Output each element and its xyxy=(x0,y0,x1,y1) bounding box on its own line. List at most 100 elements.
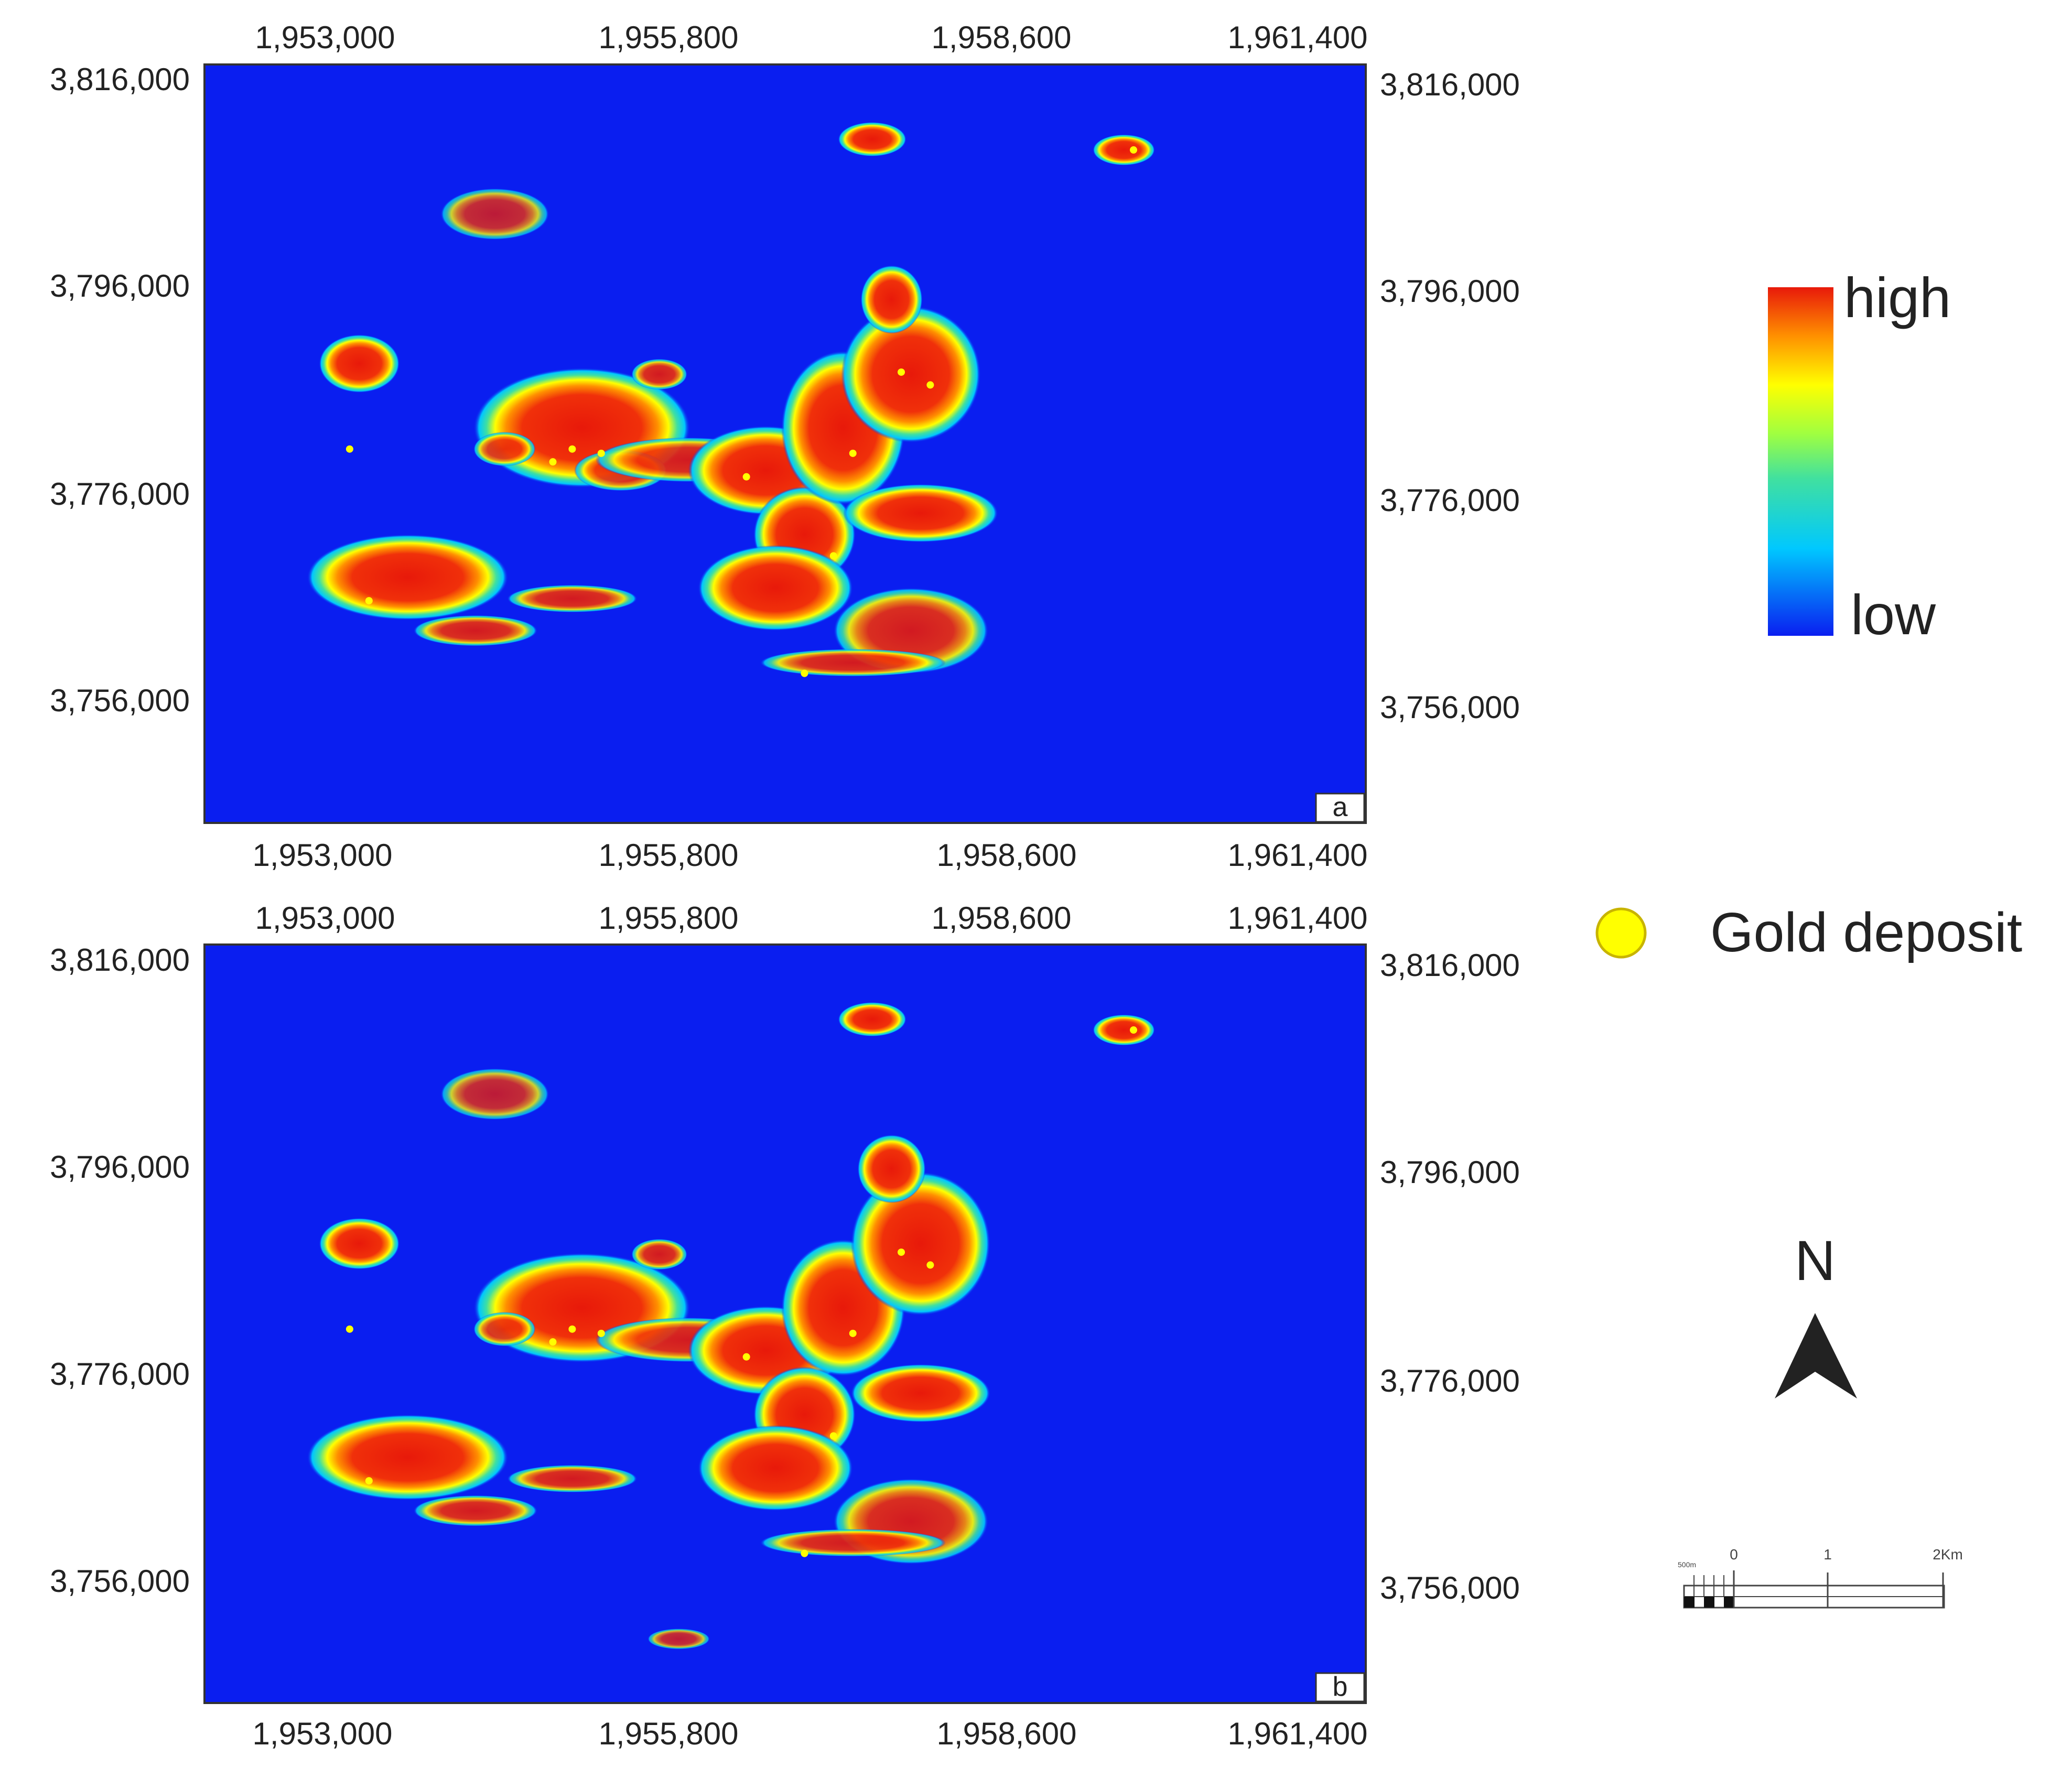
map-a-anomaly-layer xyxy=(307,122,1155,677)
gold-deposit-a-2 xyxy=(365,597,373,605)
anomaly-a-15 xyxy=(860,265,923,334)
map-panel-b: 1,953,000 1,955,800 1,958,600 1,961,400 … xyxy=(50,901,1520,1751)
anomaly-b-18 xyxy=(473,1312,536,1347)
left-y-tick-b-4: 3,756,000 xyxy=(50,1564,190,1599)
panel-a-label: a xyxy=(1333,792,1348,822)
deposit-legend: Gold deposit xyxy=(1595,902,2022,963)
bottom-x-tick-a-3: 1,958,600 xyxy=(937,838,1077,873)
gold-deposit-b-12 xyxy=(1130,1026,1137,1034)
anomaly-a-18 xyxy=(507,584,638,613)
right-y-tick-a-3: 3,776,000 xyxy=(1380,483,1520,518)
left-y-tick-b-2: 3,796,000 xyxy=(50,1149,190,1185)
anomaly-a-2 xyxy=(307,534,509,620)
anomaly-b-2 xyxy=(307,1414,509,1500)
anomaly-a-16 xyxy=(838,122,906,157)
map-b-deposit-layer xyxy=(346,1026,1137,1557)
left-y-tick-a-3: 3,776,000 xyxy=(50,476,190,512)
scale-bar-500m-label: 500m xyxy=(1678,1560,1696,1569)
gold-deposit-a-9 xyxy=(898,368,905,376)
gold-deposit-a-8 xyxy=(926,381,934,389)
gold-deposit-b-11 xyxy=(829,1432,837,1440)
bottom-x-tick-b-4: 1,961,400 xyxy=(1228,1716,1368,1751)
right-y-tick-b-1: 3,816,000 xyxy=(1380,948,1520,983)
gold-deposit-b-1 xyxy=(346,1325,353,1333)
anomaly-a-14 xyxy=(843,484,998,543)
anomaly-b-3 xyxy=(413,1495,537,1526)
gold-deposit-a-5 xyxy=(597,449,605,457)
north-arrow-label: N xyxy=(1795,1229,1836,1292)
right-y-tick-b-2: 3,796,000 xyxy=(1380,1155,1520,1190)
right-y-tick-a-4: 3,756,000 xyxy=(1380,690,1520,725)
left-y-tick-b-3: 3,776,000 xyxy=(50,1357,190,1392)
anomaly-a-3 xyxy=(413,615,537,646)
anomaly-b-12 xyxy=(851,1172,990,1316)
top-x-tick-b-4: 1,961,400 xyxy=(1228,901,1368,936)
scale-bar-block-3 xyxy=(1724,1597,1734,1608)
top-x-tick-b-3: 1,958,600 xyxy=(932,901,1072,936)
top-x-tick-b-1: 1,953,000 xyxy=(255,901,395,936)
scale-bar-block-2 xyxy=(1704,1597,1714,1608)
panel-a-label-box xyxy=(1315,793,1365,823)
anomaly-a-1 xyxy=(319,334,400,393)
colorbar: high low xyxy=(1768,266,1951,646)
colorbar-gradient xyxy=(1768,287,1833,636)
anomaly-b-10 xyxy=(760,1529,946,1557)
anomaly-a-19 xyxy=(473,432,536,467)
bottom-x-tick-b-1: 1,953,000 xyxy=(253,1716,393,1751)
anomaly-a-9 xyxy=(698,545,853,631)
top-x-tick-a-4: 1,961,400 xyxy=(1228,20,1368,55)
scale-bar-2km-label: 2Km xyxy=(1933,1546,1963,1563)
map-panel-a: 1,953,000 1,955,800 1,958,600 1,961,400 … xyxy=(50,20,1520,873)
anomaly-b-8 xyxy=(698,1425,853,1511)
right-y-tick-b-3: 3,776,000 xyxy=(1380,1363,1520,1398)
north-arrow-icon xyxy=(1775,1313,1857,1398)
left-y-tick-a-4: 3,756,000 xyxy=(50,683,190,718)
anomaly-b-16 xyxy=(440,1068,549,1120)
gold-deposit-a-4 xyxy=(549,458,557,466)
gold-deposit-b-5 xyxy=(597,1329,605,1337)
left-y-tick-a-2: 3,796,000 xyxy=(50,268,190,303)
anomaly-b-14 xyxy=(857,1134,926,1203)
right-y-tick-b-4: 3,756,000 xyxy=(1380,1570,1520,1606)
gold-deposit-a-11 xyxy=(829,552,837,560)
anomaly-b-17 xyxy=(507,1465,638,1493)
top-x-tick-b-2: 1,955,800 xyxy=(599,901,739,936)
anomaly-b-1 xyxy=(319,1218,400,1270)
anomaly-b-19 xyxy=(631,1239,687,1270)
scale-bar-1-label: 1 xyxy=(1823,1546,1832,1563)
bottom-x-tick-b-2: 1,955,800 xyxy=(599,1716,739,1751)
colorbar-high-label: high xyxy=(1844,266,1951,329)
gold-deposit-b-7 xyxy=(849,1329,857,1337)
gold-deposit-b-10 xyxy=(801,1549,808,1557)
anomaly-a-17 xyxy=(440,188,549,240)
map-a-frame xyxy=(203,63,1367,824)
anomaly-a-20 xyxy=(631,359,687,390)
scale-bar-block-1 xyxy=(1684,1597,1695,1608)
map-b-anomaly-layer xyxy=(307,1002,1155,1650)
anomaly-b-15 xyxy=(838,1002,906,1037)
map-b-frame xyxy=(203,943,1367,1704)
anomaly-a-13 xyxy=(841,306,981,443)
bottom-x-tick-a-1: 1,953,000 xyxy=(253,838,393,873)
deposit-legend-marker xyxy=(1595,907,1647,959)
scale-bar: 500m 0 1 2Km xyxy=(1678,1546,1963,1609)
gold-deposit-b-4 xyxy=(549,1338,557,1346)
north-arrow: N xyxy=(1775,1229,1857,1398)
anomaly-a-11 xyxy=(760,649,946,677)
bottom-x-tick-a-4: 1,961,400 xyxy=(1228,838,1368,873)
map-a-deposit-layer xyxy=(346,146,1137,677)
gold-deposit-a-1 xyxy=(346,445,353,453)
gold-deposit-b-9 xyxy=(898,1248,905,1256)
left-y-tick-a-1: 3,816,000 xyxy=(50,62,190,97)
anomaly-b-13 xyxy=(851,1364,990,1423)
gold-deposit-b-2 xyxy=(365,1477,373,1485)
panel-b-label-box xyxy=(1315,1672,1365,1702)
gold-deposit-b-8 xyxy=(926,1261,934,1269)
deposit-legend-label: Gold deposit xyxy=(1710,902,2022,963)
top-x-tick-a-1: 1,953,000 xyxy=(255,20,395,55)
scale-bar-0-label: 0 xyxy=(1730,1546,1738,1563)
bottom-x-tick-b-3: 1,958,600 xyxy=(937,1716,1077,1751)
top-x-tick-a-2: 1,955,800 xyxy=(599,20,739,55)
bottom-x-tick-a-2: 1,955,800 xyxy=(599,838,739,873)
